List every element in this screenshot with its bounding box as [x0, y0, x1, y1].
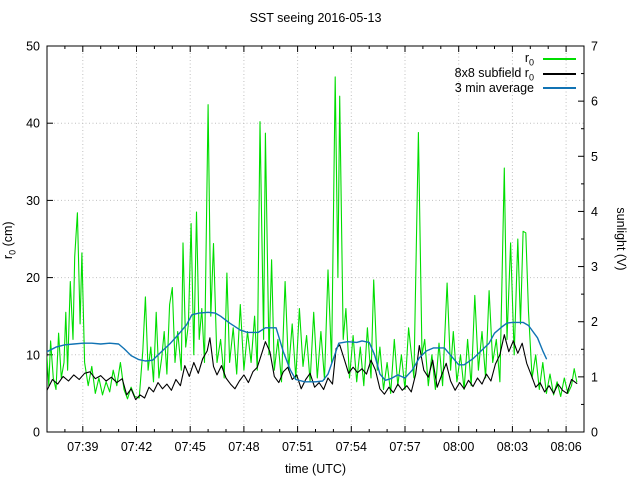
- legend-label-3min-average: 3 min average: [454, 81, 534, 96]
- legend-row-3min-average: 3 min average: [455, 81, 576, 96]
- svg-text:2: 2: [591, 315, 598, 329]
- svg-text:40: 40: [26, 117, 40, 131]
- svg-text:7: 7: [591, 40, 598, 54]
- svg-text:08:03: 08:03: [497, 440, 528, 454]
- svg-text:4: 4: [591, 205, 598, 219]
- svg-text:1: 1: [591, 370, 598, 384]
- x-axis-label: time (UTC): [284, 462, 347, 476]
- chart-legend: r0 8x8 subfield r0 3 min average: [454, 51, 576, 96]
- svg-text:10: 10: [26, 348, 40, 362]
- svg-text:07:48: 07:48: [228, 440, 259, 454]
- svg-text:08:06: 08:06: [550, 440, 581, 454]
- legend-label-subfield-r0: 8x8 subfield r0: [454, 65, 534, 83]
- svg-text:0: 0: [591, 426, 598, 440]
- legend-row-subfield-r0: 8x8 subfield r0: [454, 65, 576, 83]
- svg-text:07:51: 07:51: [282, 440, 313, 454]
- svg-text:3: 3: [591, 260, 598, 274]
- svg-text:6: 6: [591, 95, 598, 109]
- svg-text:5: 5: [591, 150, 598, 164]
- svg-text:07:45: 07:45: [175, 440, 206, 454]
- svg-text:30: 30: [26, 194, 40, 208]
- svg-text:07:57: 07:57: [389, 440, 420, 454]
- legend-line-sample-3min-average: [543, 87, 576, 90]
- svg-text:07:42: 07:42: [121, 440, 152, 454]
- svg-text:0: 0: [33, 426, 40, 440]
- legend-line-sample-r0: [543, 58, 576, 61]
- svg-text:08:00: 08:00: [443, 440, 474, 454]
- svg-text:07:54: 07:54: [336, 440, 367, 454]
- legend-line-sample-subfield-r0: [543, 72, 576, 75]
- chart-title: SST seeing 2016-05-13: [249, 11, 382, 25]
- svg-text:07:39: 07:39: [67, 440, 98, 454]
- svg-text:50: 50: [26, 40, 40, 54]
- legend-label-r0: r0: [524, 51, 534, 68]
- legend-row-r0: r0: [455, 51, 576, 68]
- svg-text:20: 20: [26, 271, 40, 285]
